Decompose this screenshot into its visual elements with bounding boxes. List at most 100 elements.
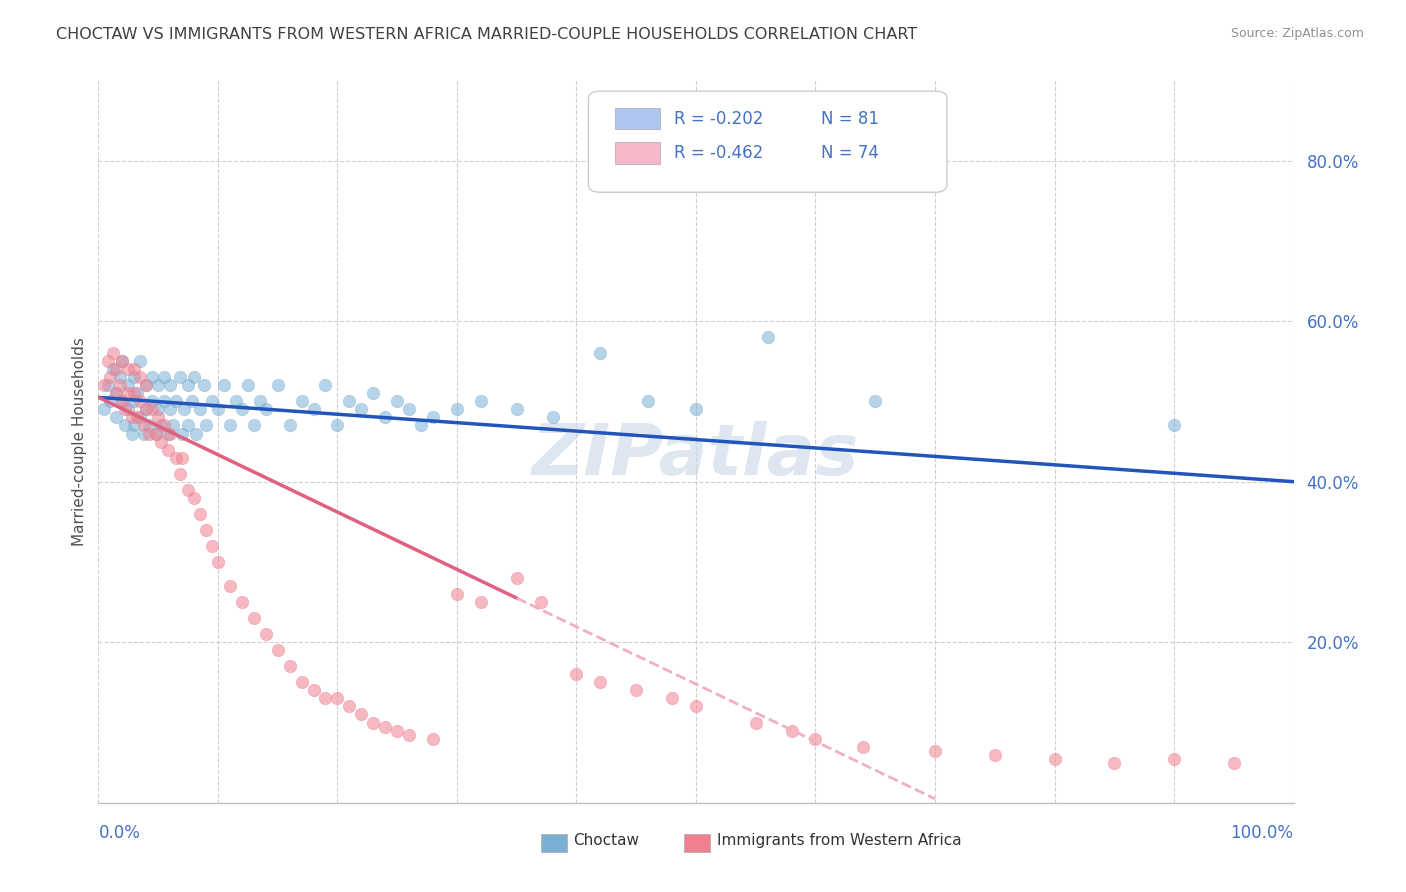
Point <box>138 418 160 433</box>
Point <box>156 442 179 457</box>
Point <box>852 739 875 754</box>
Point <box>186 426 208 441</box>
Point <box>188 507 211 521</box>
Point <box>1104 756 1126 770</box>
Point <box>231 402 253 417</box>
Point <box>363 715 385 730</box>
Point <box>231 595 253 609</box>
Point <box>183 491 205 505</box>
Point <box>302 683 325 698</box>
Point <box>363 386 385 401</box>
Point <box>101 346 124 360</box>
Point <box>121 426 143 441</box>
Bar <box>541 833 567 852</box>
Text: Source: ZipAtlas.com: Source: ZipAtlas.com <box>1230 27 1364 40</box>
Point <box>169 467 191 481</box>
Text: N = 81: N = 81 <box>821 110 880 128</box>
Point <box>326 418 349 433</box>
Point <box>117 378 139 392</box>
Point <box>745 715 768 730</box>
Point <box>385 723 409 738</box>
Point <box>661 691 683 706</box>
Point <box>173 402 195 417</box>
Bar <box>614 108 661 129</box>
Point <box>267 378 290 392</box>
Point <box>565 667 588 681</box>
Point <box>93 402 115 417</box>
Point <box>111 354 134 368</box>
Point <box>201 539 224 553</box>
Point <box>756 330 779 344</box>
Point <box>339 394 361 409</box>
Point <box>326 691 349 706</box>
Point <box>132 426 155 441</box>
Point <box>101 362 124 376</box>
Point <box>201 394 224 409</box>
Point <box>685 402 707 417</box>
Point <box>254 402 277 417</box>
Point <box>177 483 200 497</box>
Point <box>135 402 157 417</box>
Point <box>249 394 271 409</box>
Point <box>350 402 373 417</box>
Point <box>165 394 187 409</box>
Point <box>398 728 420 742</box>
Point <box>162 418 184 433</box>
Point <box>589 675 612 690</box>
Text: R = -0.202: R = -0.202 <box>675 110 763 128</box>
Point <box>243 418 266 433</box>
Point <box>132 418 155 433</box>
Point <box>124 394 146 409</box>
Point <box>924 744 946 758</box>
Point <box>193 378 215 392</box>
Point <box>1163 751 1185 765</box>
Point <box>254 627 277 641</box>
Point <box>506 571 529 585</box>
Point <box>219 579 242 593</box>
Bar <box>614 143 661 164</box>
Point <box>212 378 235 392</box>
Point <box>374 719 396 733</box>
Point <box>153 418 176 433</box>
Point <box>117 386 139 401</box>
Point <box>291 394 314 409</box>
Point <box>165 450 187 465</box>
Point <box>148 402 170 417</box>
Point <box>135 402 157 417</box>
Point <box>1163 418 1185 433</box>
Point <box>302 402 325 417</box>
Point <box>350 707 373 722</box>
Point <box>141 394 163 409</box>
Point <box>169 370 191 384</box>
Point <box>149 418 172 433</box>
Point <box>422 731 444 746</box>
Point <box>219 418 242 433</box>
Point <box>984 747 1007 762</box>
Point <box>470 595 492 609</box>
Point <box>111 354 134 368</box>
Point <box>148 378 170 392</box>
Point <box>141 370 163 384</box>
Point <box>243 611 266 625</box>
Point <box>530 595 553 609</box>
Point <box>411 418 433 433</box>
Point <box>780 723 803 738</box>
Point <box>685 699 707 714</box>
Point <box>105 410 128 425</box>
Point <box>865 394 887 409</box>
Point <box>93 378 115 392</box>
Point <box>236 378 259 392</box>
Point <box>105 386 128 401</box>
Point <box>145 426 167 441</box>
Point <box>225 394 247 409</box>
Text: N = 74: N = 74 <box>821 145 879 162</box>
Text: R = -0.462: R = -0.462 <box>675 145 763 162</box>
Point <box>98 370 122 384</box>
Point <box>117 402 139 417</box>
Point <box>156 426 179 441</box>
Point <box>124 418 146 433</box>
Point <box>124 386 146 401</box>
Point <box>108 378 131 392</box>
Point <box>374 410 396 425</box>
Point <box>506 402 529 417</box>
